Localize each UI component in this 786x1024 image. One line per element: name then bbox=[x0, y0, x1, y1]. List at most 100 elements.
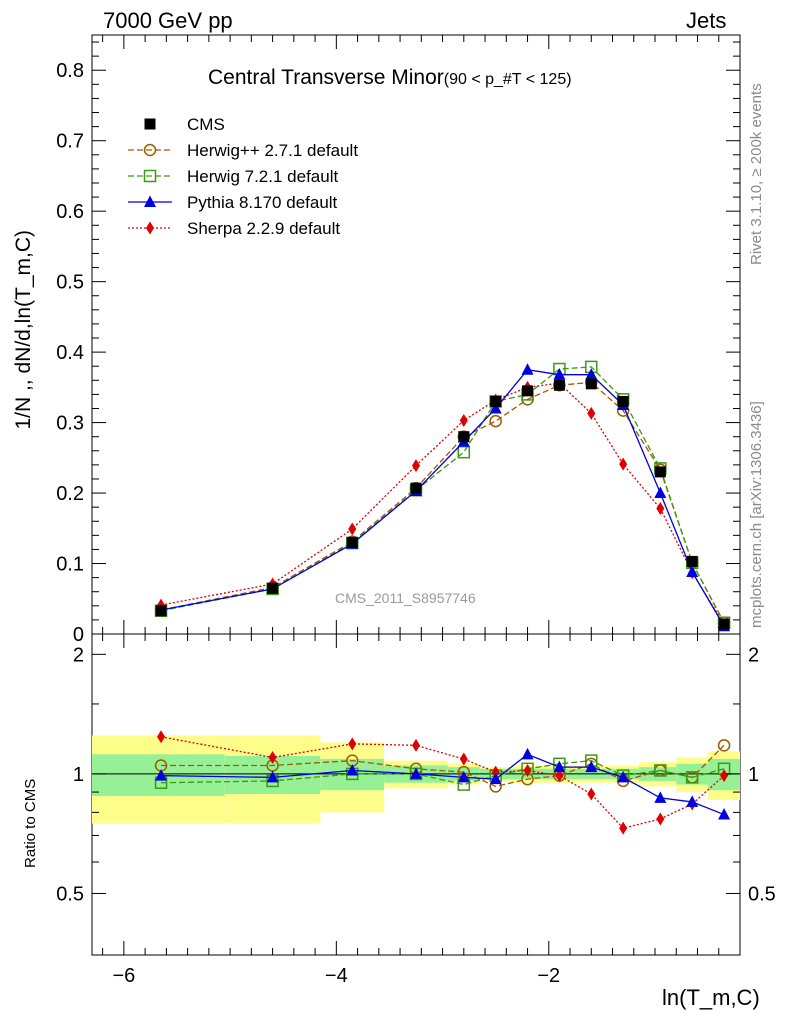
sherpa-2-2-9-default-ratio-point bbox=[157, 730, 166, 744]
sherpa-2-2-9-default-point bbox=[459, 413, 468, 427]
herwig-7-2-1-default-line bbox=[160, 366, 725, 624]
sherpa-2-2-9-default-line bbox=[160, 382, 725, 625]
pythia-8-170-default-point bbox=[553, 368, 566, 380]
legend-marker bbox=[146, 221, 154, 235]
pythia-8-170-default-ratio-point bbox=[686, 795, 699, 807]
cms-point bbox=[522, 385, 534, 397]
legend-marker bbox=[144, 195, 156, 207]
x-tick-label: −4 bbox=[325, 965, 348, 987]
pythia-8-170-default-ratio-point bbox=[489, 772, 502, 785]
header-right-label: Jets bbox=[686, 8, 727, 33]
herwig-7-2-1-default-ratio-point bbox=[685, 771, 699, 784]
cms-point bbox=[718, 618, 730, 630]
pythia-8-170-default-ratio-point bbox=[585, 760, 598, 773]
header-left-label: 7000 GeV pp bbox=[103, 8, 233, 33]
ratio-y-tick-label: 0.5 bbox=[56, 883, 84, 905]
sherpa-2-2-9-default-point bbox=[412, 459, 420, 473]
cms-point bbox=[410, 482, 422, 494]
ratio-y-tick-label: 1 bbox=[73, 764, 84, 786]
analysis-watermark: CMS_2011_S8957746 bbox=[335, 590, 476, 606]
y-tick-label: 0.7 bbox=[56, 131, 84, 153]
sherpa-2-2-9-default-ratio-point bbox=[523, 763, 532, 777]
sherpa-2-2-9-default-ratio-point bbox=[459, 752, 468, 766]
cms-point bbox=[686, 555, 698, 567]
pythia-8-170-default-line bbox=[160, 369, 725, 627]
herwig-2-7-1-default-point bbox=[489, 414, 502, 428]
y-tick-label: 0.8 bbox=[56, 60, 84, 82]
x-tick-label: −2 bbox=[537, 965, 560, 987]
ratio-y-tick-label-right: 0.5 bbox=[748, 883, 776, 905]
legend-marker bbox=[143, 143, 157, 157]
pythia-8-170-default-point bbox=[585, 368, 598, 380]
legend-label: CMS bbox=[187, 115, 225, 134]
sherpa-2-2-9-default-ratio-point bbox=[491, 765, 500, 779]
main-series bbox=[154, 360, 731, 632]
pythia-8-170-default-point bbox=[654, 486, 667, 499]
sherpa-2-2-9-default-ratio-point bbox=[656, 812, 665, 826]
y-tick-label: 0.5 bbox=[56, 272, 84, 294]
sherpa-2-2-9-default-point bbox=[619, 457, 628, 471]
y-tick-label: 0.6 bbox=[56, 201, 84, 223]
chart-title: Central Transverse Minor(90 < p_#T < 125… bbox=[208, 66, 572, 90]
pythia-8-170-default-point bbox=[489, 401, 502, 414]
legend: CMS Herwig++ 2.7.1 default Herwig 7.2.1 de… bbox=[128, 115, 358, 238]
sherpa-2-2-9-default-ratio-point bbox=[412, 738, 420, 752]
y-tick-label: 0.4 bbox=[56, 342, 84, 364]
cms-point bbox=[458, 431, 470, 443]
chart-title-cut: (90 < p_#T < 125) bbox=[443, 71, 572, 88]
herwig-2-7-1-default-line bbox=[160, 381, 725, 624]
herwig-7-2-1-default-ratio-point bbox=[654, 764, 667, 777]
pythia-8-170-default-ratio-point bbox=[266, 770, 279, 783]
y-tick-label: 0.2 bbox=[56, 483, 84, 505]
legend-label: Sherpa 2.2.9 default bbox=[187, 219, 340, 238]
chart-title-main: Central Transverse Minor bbox=[208, 66, 444, 89]
legend-label: Pythia 8.170 default bbox=[187, 193, 338, 212]
cms-point bbox=[346, 536, 358, 548]
ratio-y-tick-label: 2 bbox=[73, 644, 84, 666]
x-axis-label: ln(T_m,C) bbox=[662, 985, 760, 1010]
sherpa-2-2-9-default-point bbox=[587, 406, 596, 420]
y-tick-label: 0.1 bbox=[56, 554, 84, 576]
cms-point bbox=[617, 395, 629, 407]
pythia-8-170-default-ratio-point bbox=[410, 767, 422, 779]
pythia-8-170-default-ratio-point bbox=[718, 808, 731, 820]
rivet-version-label: Rivet 3.1.10, ≥ 200k events bbox=[748, 83, 765, 265]
mcplots-label: mcplots.cern.ch [arXiv:1306.3436] bbox=[748, 401, 765, 628]
legend-label: Herwig 7.2.1 default bbox=[187, 167, 338, 186]
herwig-2-7-1-default-ratio-line bbox=[161, 744, 725, 788]
sherpa-2-2-9-default-point bbox=[656, 502, 665, 516]
herwig-2-7-1-default-ratio-point bbox=[717, 739, 731, 752]
legend-marker bbox=[143, 169, 157, 183]
ratio-y-tick-label-right: 1 bbox=[748, 764, 759, 786]
sherpa-2-2-9-default-ratio-point bbox=[348, 737, 357, 751]
sherpa-2-2-9-default-ratio-point bbox=[268, 750, 277, 764]
pythia-8-170-default-ratio-point bbox=[617, 770, 630, 783]
sherpa-2-2-9-default-ratio-point bbox=[555, 769, 564, 783]
ratio-y-axis-label: Ratio to CMS bbox=[22, 778, 39, 868]
pythia-8-170-default-ratio-point bbox=[346, 763, 359, 776]
herwig-7-2-1-default-point bbox=[457, 445, 471, 459]
ratio-y-tick-label-right: 2 bbox=[748, 644, 759, 666]
y-tick-label: 0.3 bbox=[56, 413, 84, 435]
cms-point bbox=[553, 379, 565, 391]
pythia-8-170-default-ratio-point bbox=[654, 791, 667, 803]
axis-ticks: 0 0.1 0.2 0.3 0.4 0.5 0.6 0.7 0.8 −6 −4 −2 0.5 0.5 1 1 2… bbox=[56, 35, 776, 987]
cms-point bbox=[267, 582, 279, 594]
pythia-8-170-default-point bbox=[686, 565, 699, 577]
sherpa-2-2-9-default-ratio-point bbox=[587, 787, 596, 801]
sherpa-2-2-9-default-ratio-point bbox=[720, 769, 729, 783]
sherpa-2-2-9-default-point bbox=[348, 522, 357, 536]
pythia-8-170-default-point bbox=[521, 363, 534, 375]
pythia-8-170-default-ratio-point bbox=[457, 770, 470, 783]
cms-point bbox=[654, 466, 666, 478]
pythia-8-170-default-ratio-point bbox=[553, 760, 566, 773]
cms-point bbox=[155, 605, 167, 617]
pythia-8-170-default-ratio-point bbox=[155, 769, 168, 781]
sherpa-2-2-9-default-ratio-point bbox=[619, 821, 628, 835]
y-tick-label: 0 bbox=[73, 624, 84, 646]
y-axis-label: 1/N ,, dN/d,ln(T_m,C) bbox=[12, 230, 35, 430]
cms-point bbox=[490, 395, 502, 407]
x-tick-label: −6 bbox=[112, 965, 135, 987]
legend-label: Herwig++ 2.7.1 default bbox=[187, 141, 358, 160]
